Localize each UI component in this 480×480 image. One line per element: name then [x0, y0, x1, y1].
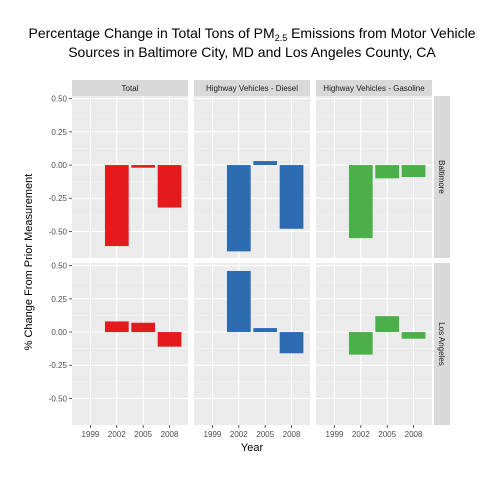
y-tick-label: 0.00 — [51, 328, 67, 337]
facet-panel — [316, 263, 432, 425]
x-tick-label: 2002 — [108, 430, 126, 439]
column-strip — [194, 80, 310, 96]
y-tick-label: -0.50 — [49, 394, 68, 403]
bar — [348, 165, 373, 239]
chart-title-line-2: Sources in Baltimore City, MD and Los An… — [68, 44, 436, 60]
x-tick-label: 1999 — [204, 430, 222, 439]
column-strip-label: Total — [122, 84, 139, 93]
chart-title-subscript: 2.5 — [275, 33, 288, 43]
column-strip-label: Highway Vehicles - Gasoline — [323, 84, 425, 93]
chart-title-rest: Emissions from Motor Vehicle — [287, 25, 475, 41]
y-tick-label: -0.25 — [49, 361, 68, 370]
column-strip — [72, 80, 188, 96]
bar — [226, 165, 251, 252]
bar — [375, 165, 400, 179]
facet-panel — [72, 263, 188, 425]
bar — [131, 322, 156, 333]
bar — [401, 332, 426, 339]
y-tick-label: -0.25 — [49, 194, 68, 203]
bar — [401, 165, 426, 177]
row-strip-label: Los Angeles — [437, 322, 446, 366]
bar — [104, 321, 129, 333]
facet-panel — [194, 96, 310, 258]
x-tick-label: 2005 — [134, 430, 152, 439]
column-strip-label: Highway Vehicles - Diesel — [206, 84, 298, 93]
bar — [226, 270, 251, 333]
bar — [253, 161, 278, 166]
facet-panel — [316, 96, 432, 258]
column-strip — [316, 80, 432, 96]
bar — [348, 332, 373, 355]
x-tick-label: 2005 — [256, 430, 274, 439]
bar — [104, 165, 129, 247]
y-axis-title: % Change From Prior Measurement — [23, 174, 35, 351]
x-tick-label: 2002 — [230, 430, 248, 439]
x-tick-label: 2002 — [352, 430, 370, 439]
chart-title-main: Percentage Change in Total Tons of PM — [28, 25, 274, 41]
y-tick-label: 0.50 — [51, 262, 67, 271]
row-strip-label: Baltimore — [437, 160, 446, 194]
bar — [279, 332, 304, 354]
x-axis-title: Year — [241, 442, 264, 454]
x-tick-label: 2008 — [161, 430, 179, 439]
facet-panel — [72, 96, 188, 258]
y-tick-label: 0.00 — [51, 161, 67, 170]
y-tick-label: 0.25 — [51, 295, 67, 304]
row-strip — [434, 263, 450, 425]
facet-panel — [194, 263, 310, 425]
bar — [157, 332, 182, 347]
bar — [253, 328, 278, 333]
row-strip — [434, 96, 450, 258]
panel-background — [316, 263, 432, 425]
y-tick-label: -0.50 — [49, 227, 68, 236]
bar — [131, 165, 156, 168]
bar — [279, 165, 304, 229]
x-tick-label: 2008 — [283, 430, 301, 439]
bar — [157, 165, 182, 208]
bar — [375, 316, 400, 333]
y-tick-label: 0.50 — [51, 95, 67, 104]
facet-panels: Total Highway Vehicles - Diesel Highway Ve… — [49, 80, 450, 439]
x-tick-label: 1999 — [82, 430, 100, 439]
chart-title-line-1: Percentage Change in Total Tons of PM2.5… — [28, 25, 475, 43]
x-tick-label: 2008 — [405, 430, 423, 439]
x-tick-label: 1999 — [326, 430, 344, 439]
y-tick-label: 0.25 — [51, 128, 67, 137]
x-tick-label: 2005 — [378, 430, 396, 439]
